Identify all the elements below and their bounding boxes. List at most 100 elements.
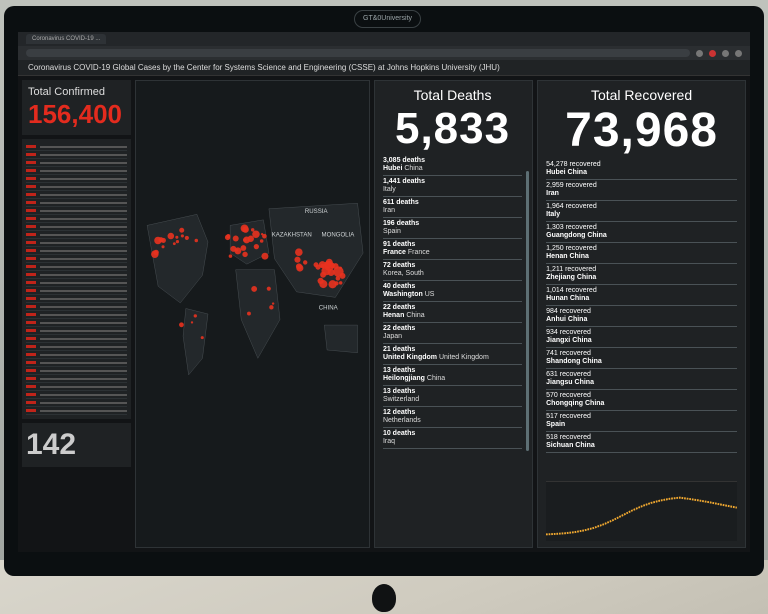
country-row[interactable] bbox=[26, 223, 128, 231]
case-dot[interactable] bbox=[320, 271, 327, 278]
country-row[interactable] bbox=[26, 303, 128, 311]
country-row[interactable] bbox=[26, 231, 128, 239]
case-dot[interactable] bbox=[326, 258, 334, 266]
country-row[interactable] bbox=[26, 343, 128, 351]
case-dot[interactable] bbox=[151, 250, 159, 258]
case-dot[interactable] bbox=[173, 242, 177, 246]
country-row[interactable] bbox=[26, 215, 128, 223]
case-dot[interactable] bbox=[243, 238, 248, 242]
death-row[interactable]: 611 deaths Iran bbox=[382, 197, 523, 218]
case-dot[interactable] bbox=[262, 233, 268, 239]
browser-tab[interactable]: Coronavirus COVID-19 ... bbox=[26, 34, 107, 44]
case-dot[interactable] bbox=[191, 321, 194, 324]
death-row[interactable]: 12 deaths Netherlands bbox=[382, 407, 523, 428]
country-row[interactable] bbox=[26, 167, 128, 175]
death-row[interactable]: 1,441 deaths Italy bbox=[382, 176, 523, 197]
case-dot[interactable] bbox=[167, 232, 175, 240]
map-panel[interactable]: RUSSIA KAZAKHSTAN MONGOLIA CHINA bbox=[135, 80, 370, 548]
star-icon[interactable] bbox=[696, 49, 703, 57]
address-bar[interactable] bbox=[26, 49, 690, 57]
country-row[interactable] bbox=[26, 247, 128, 255]
case-dot[interactable] bbox=[251, 228, 255, 232]
country-row[interactable] bbox=[26, 191, 128, 199]
recovered-row[interactable]: 1,211 recovered Zhejiang China bbox=[546, 264, 737, 285]
recovered-row[interactable]: 631 recovered Jiangsu China bbox=[546, 369, 737, 390]
country-row[interactable] bbox=[26, 327, 128, 335]
country-row[interactable] bbox=[26, 143, 128, 151]
death-row[interactable]: 196 deaths Spain bbox=[382, 218, 523, 239]
recovered-row[interactable]: 1,014 recovered Hunan China bbox=[546, 285, 737, 306]
country-row[interactable] bbox=[26, 367, 128, 375]
country-row[interactable] bbox=[26, 199, 128, 207]
case-dot[interactable] bbox=[230, 245, 237, 252]
recovered-row[interactable]: 570 recovered Chongqing China bbox=[546, 390, 737, 411]
recovered-row[interactable]: 2,959 recovered Iran bbox=[546, 180, 737, 201]
country-row[interactable] bbox=[26, 287, 128, 295]
case-dot[interactable] bbox=[339, 281, 343, 285]
country-row[interactable] bbox=[26, 383, 128, 391]
case-dot[interactable] bbox=[251, 285, 258, 292]
recovered-row[interactable]: 54,278 recovered Hubei China bbox=[546, 159, 737, 180]
case-dot[interactable] bbox=[161, 245, 165, 249]
death-row[interactable]: 72 deaths Korea, South bbox=[382, 260, 523, 281]
death-row[interactable]: 22 deaths Henan China bbox=[382, 302, 523, 323]
country-row[interactable] bbox=[26, 279, 128, 287]
country-row[interactable] bbox=[26, 207, 128, 215]
recovered-row[interactable]: 518 recovered Sichuan China bbox=[546, 432, 737, 453]
country-row[interactable] bbox=[26, 295, 128, 303]
case-dot[interactable] bbox=[194, 238, 199, 243]
recovered-row[interactable]: 1,250 recovered Henan China bbox=[546, 243, 737, 264]
case-dot[interactable] bbox=[247, 311, 252, 316]
death-row[interactable]: 21 deaths United Kingdom United Kingdom bbox=[382, 344, 523, 365]
case-dot[interactable] bbox=[158, 237, 164, 243]
case-dot[interactable] bbox=[229, 254, 233, 258]
case-dot[interactable] bbox=[185, 235, 190, 240]
death-row[interactable]: 40 deaths Washington US bbox=[382, 281, 523, 302]
case-dot[interactable] bbox=[261, 252, 269, 260]
case-dot[interactable] bbox=[179, 227, 185, 233]
recovered-list[interactable]: 54,278 recovered Hubei China 2,959 recover… bbox=[546, 159, 737, 453]
country-row[interactable] bbox=[26, 375, 128, 383]
country-row[interactable] bbox=[26, 391, 128, 399]
case-dot[interactable] bbox=[254, 244, 260, 250]
country-row[interactable] bbox=[26, 407, 128, 415]
country-row[interactable] bbox=[26, 311, 128, 319]
death-row[interactable]: 22 deaths Japan bbox=[382, 323, 523, 344]
case-dot[interactable] bbox=[339, 272, 346, 279]
case-dot[interactable] bbox=[313, 262, 319, 268]
case-dot[interactable] bbox=[320, 263, 325, 268]
case-dot[interactable] bbox=[294, 256, 301, 263]
death-row[interactable]: 91 deaths France France bbox=[382, 239, 523, 260]
death-row[interactable]: 13 deaths Switzerland bbox=[382, 386, 523, 407]
recovered-row[interactable]: 1,303 recovered Guangdong China bbox=[546, 222, 737, 243]
country-row[interactable] bbox=[26, 351, 128, 359]
case-dot[interactable] bbox=[252, 230, 261, 239]
country-row[interactable] bbox=[26, 159, 128, 167]
case-dot[interactable] bbox=[225, 234, 231, 241]
recovered-row[interactable]: 517 recovered Spain bbox=[546, 411, 737, 432]
case-dot[interactable] bbox=[175, 235, 179, 239]
case-dot[interactable] bbox=[269, 305, 274, 310]
case-dot[interactable] bbox=[260, 239, 264, 243]
country-row[interactable] bbox=[26, 183, 128, 191]
recovered-row[interactable]: 1,964 recovered Italy bbox=[546, 201, 737, 222]
case-dot[interactable] bbox=[261, 232, 264, 236]
case-dot[interactable] bbox=[295, 248, 303, 257]
country-row[interactable] bbox=[26, 255, 128, 263]
country-row[interactable] bbox=[26, 151, 128, 159]
case-dot[interactable] bbox=[179, 322, 185, 328]
case-dot[interactable] bbox=[267, 286, 272, 291]
case-dot[interactable] bbox=[242, 226, 250, 233]
country-row[interactable] bbox=[26, 271, 128, 279]
country-row[interactable] bbox=[26, 335, 128, 343]
case-dot[interactable] bbox=[233, 235, 240, 242]
death-row[interactable]: 3,085 deaths Hubei China bbox=[382, 155, 523, 176]
case-dot[interactable] bbox=[303, 260, 308, 265]
country-row[interactable] bbox=[26, 359, 128, 367]
recovered-row[interactable]: 741 recovered Shandong China bbox=[546, 348, 737, 369]
case-dot[interactable] bbox=[242, 251, 249, 258]
case-dot[interactable] bbox=[181, 234, 185, 238]
case-dot[interactable] bbox=[335, 276, 341, 281]
case-dot[interactable] bbox=[240, 245, 247, 251]
deaths-scrollbar[interactable] bbox=[526, 171, 530, 451]
